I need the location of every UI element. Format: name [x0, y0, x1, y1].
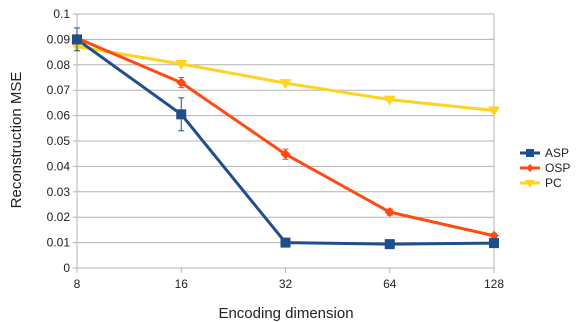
x-tick-label: 16 [175, 277, 189, 291]
y-tick-label: 0.07 [47, 83, 71, 97]
y-tick-label: 0.1 [53, 7, 70, 21]
x-tick-label: 8 [74, 277, 81, 291]
legend-label-osp: OSP [545, 161, 570, 175]
data-point-osp [176, 77, 187, 88]
data-point-asp [489, 238, 499, 249]
data-point-pc [488, 106, 500, 117]
y-tick-label: 0 [63, 261, 70, 275]
legend-label-pc: PC [545, 176, 562, 190]
y-tick-label: 0.03 [47, 185, 71, 199]
data-point-osp [384, 207, 395, 218]
y-axis-title: Reconstruction MSE [8, 72, 25, 209]
legend-marker-asp [526, 149, 534, 157]
tick-labels: 0 0.01 0.02 0.03 0.04 0.05 0.06 0.07 0.08 0.09 0.1… [47, 7, 505, 291]
y-tick-label: 0.05 [47, 134, 71, 148]
x-tick-label: 128 [484, 277, 504, 291]
x-tick-label: 64 [383, 277, 397, 291]
series-line-asp [76, 38, 495, 246]
legend-marker-pc [525, 180, 535, 188]
data-point-asp [72, 34, 82, 45]
x-axis-title: Encoding dimension [218, 305, 353, 322]
data-point-pc [175, 60, 188, 71]
markers [71, 27, 500, 250]
legend-marker-osp [526, 164, 534, 172]
series-line-osp [76, 36, 495, 238]
y-tick-label: 0.08 [47, 58, 71, 72]
series-line-pc [76, 45, 495, 113]
axes [73, 13, 495, 273]
y-tick-label: 0.02 [47, 210, 71, 224]
data-point-asp [176, 109, 187, 120]
y-tick-label: 0.01 [47, 236, 71, 250]
y-tick-label: 0.09 [47, 32, 71, 46]
y-tick-label: 0.06 [47, 109, 71, 123]
data-point-asp [280, 237, 291, 248]
data-point-asp [384, 239, 395, 250]
data-point-pc [279, 79, 292, 90]
y-tick-label: 0.04 [47, 159, 71, 173]
grid-lines [77, 13, 494, 269]
x-tick-label: 32 [279, 277, 293, 291]
data-point-osp [280, 149, 291, 160]
data-point-pc [383, 95, 396, 106]
legend-label-asp: ASP [545, 146, 569, 160]
